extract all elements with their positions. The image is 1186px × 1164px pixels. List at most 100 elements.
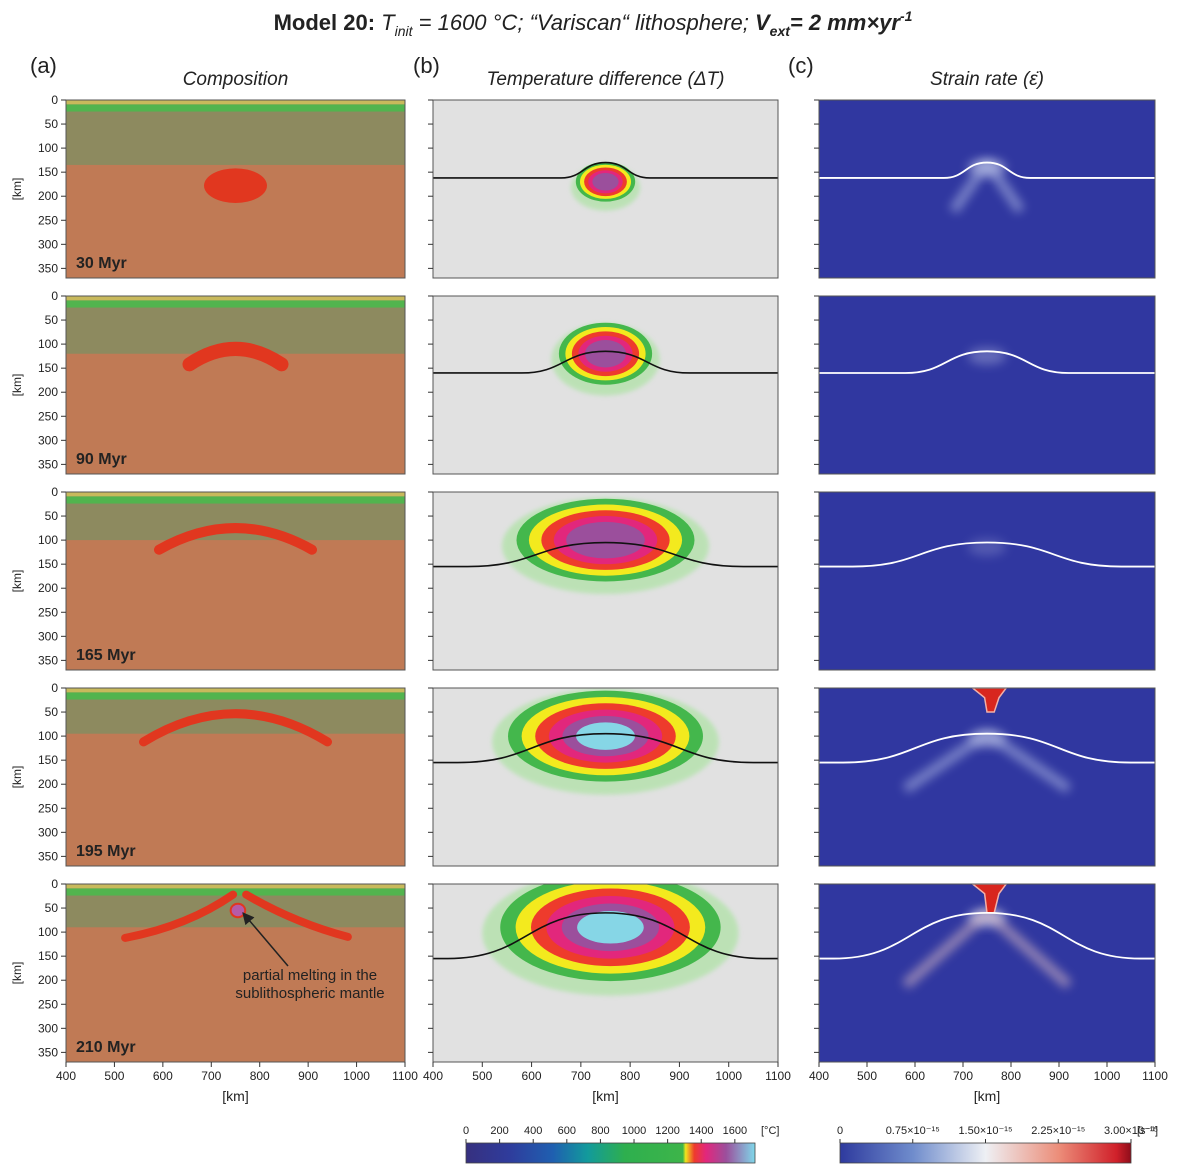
y-tick-label: 150 (38, 361, 58, 375)
x-tick-label: 800 (1001, 1069, 1021, 1083)
y-tick-label: 100 (38, 337, 58, 351)
panel-frame (432, 295, 779, 475)
temperature-ring (584, 340, 627, 368)
crust-green (66, 496, 405, 504)
y-tick-label: 150 (38, 949, 58, 963)
crust-top (66, 688, 405, 693)
strain-glow (967, 538, 1007, 556)
y-tick-label: 0 (51, 681, 58, 695)
plume (182, 342, 289, 372)
melt (229, 902, 247, 919)
y-axis-label: [km] (10, 374, 24, 397)
crust-green (66, 300, 405, 308)
panel-title: Temperature difference (ΔT) (486, 69, 724, 90)
y-tick-label: 50 (45, 117, 59, 131)
panel-frame (65, 295, 406, 475)
y-tick-label: 350 (38, 1045, 58, 1059)
x-tick-label: 1100 (1142, 1069, 1168, 1083)
panel-frame (432, 687, 779, 867)
plume (204, 168, 267, 203)
time-label: 90 Myr (76, 451, 127, 468)
colorbar-tick-label: 800 (591, 1125, 609, 1137)
y-tick-label: 250 (38, 409, 58, 423)
panel-letter: (c) (788, 53, 814, 78)
crust-green (66, 692, 405, 700)
panel (66, 492, 405, 670)
panel-frame (65, 883, 406, 1063)
y-tick-label: 150 (38, 753, 58, 767)
y-tick-label: 100 (38, 533, 58, 547)
temperature-ring (576, 722, 635, 750)
strain-band (983, 909, 1072, 989)
y-tick-label: 200 (38, 385, 58, 399)
plume (242, 890, 352, 941)
panel-letter: (a) (30, 53, 57, 78)
y-tick-label: 50 (45, 901, 59, 915)
x-axis-label: [km] (592, 1088, 618, 1104)
colorbar (839, 1142, 1132, 1164)
x-tick-label: 600 (905, 1069, 925, 1083)
y-axis-label: [km] (10, 962, 24, 985)
annotation: sublithospheric mantle (235, 985, 384, 1002)
panel-frame (818, 687, 1156, 867)
y-tick-label: 350 (38, 261, 58, 275)
x-tick-label: 900 (1049, 1069, 1069, 1083)
temperature-ring (592, 173, 619, 191)
y-axis-label: [km] (10, 570, 24, 593)
lab-line (433, 350, 778, 374)
colorbar-tick-label: 0 (837, 1125, 843, 1137)
panel-title: Composition (183, 69, 289, 90)
panel-frame (432, 883, 779, 1063)
y-tick-label: 0 (51, 877, 58, 891)
colorbar-tick-label: 1000 (622, 1125, 646, 1137)
x-tick-label: 700 (201, 1069, 221, 1083)
panel-letter: (b) (413, 53, 440, 78)
lab-line (819, 350, 1155, 374)
panel-frame (818, 295, 1156, 475)
colorbar-tick-label: 1600 (723, 1125, 747, 1137)
x-tick-label: 500 (857, 1069, 877, 1083)
time-label: 30 Myr (76, 255, 127, 272)
strain-band (949, 159, 992, 214)
x-axis-label: [km] (222, 1088, 248, 1104)
y-axis-label: [km] (10, 178, 24, 201)
panel-frame (818, 491, 1156, 671)
x-tick-label: 1100 (765, 1069, 791, 1083)
y-tick-label: 0 (51, 289, 58, 303)
x-tick-label: 700 (571, 1069, 591, 1083)
strain-band (982, 159, 1025, 214)
temperature-ring (577, 911, 644, 944)
x-tick-label: 1000 (1094, 1069, 1121, 1083)
panel (433, 100, 778, 278)
x-tick-label: 800 (250, 1069, 270, 1083)
lab-line (819, 911, 1155, 960)
colorbar (465, 1142, 756, 1164)
x-tick-label: 400 (809, 1069, 829, 1083)
y-tick-label: 350 (38, 849, 58, 863)
panel (433, 884, 778, 1062)
x-tick-label: 1000 (343, 1069, 370, 1083)
title-t: T (381, 10, 396, 35)
y-tick-label: 200 (38, 777, 58, 791)
y-tick-label: 250 (38, 997, 58, 1011)
panel (66, 100, 405, 278)
y-tick-label: 250 (38, 801, 58, 815)
colorbar-tick-label: 200 (490, 1125, 508, 1137)
colorbar-tick-label: 0.75×10⁻¹⁵ (886, 1125, 940, 1137)
panel (433, 492, 778, 670)
lab-line (819, 541, 1155, 568)
strain-high (971, 688, 1008, 713)
colorbar-tick-label: 1.50×10⁻¹⁵ (958, 1125, 1012, 1137)
x-axis-label: [km] (974, 1088, 1000, 1104)
temperature-ring (566, 521, 645, 559)
crust-top (66, 884, 405, 889)
y-tick-label: 100 (38, 925, 58, 939)
y-tick-label: 150 (38, 165, 58, 179)
x-tick-label: 600 (522, 1069, 542, 1083)
colorbar-tick-label: 600 (558, 1125, 576, 1137)
colorbar-tick-label: 3.00×10⁻¹⁵ (1104, 1125, 1158, 1137)
y-tick-label: 300 (38, 629, 58, 643)
crust-top (66, 100, 405, 105)
panel (66, 296, 405, 474)
